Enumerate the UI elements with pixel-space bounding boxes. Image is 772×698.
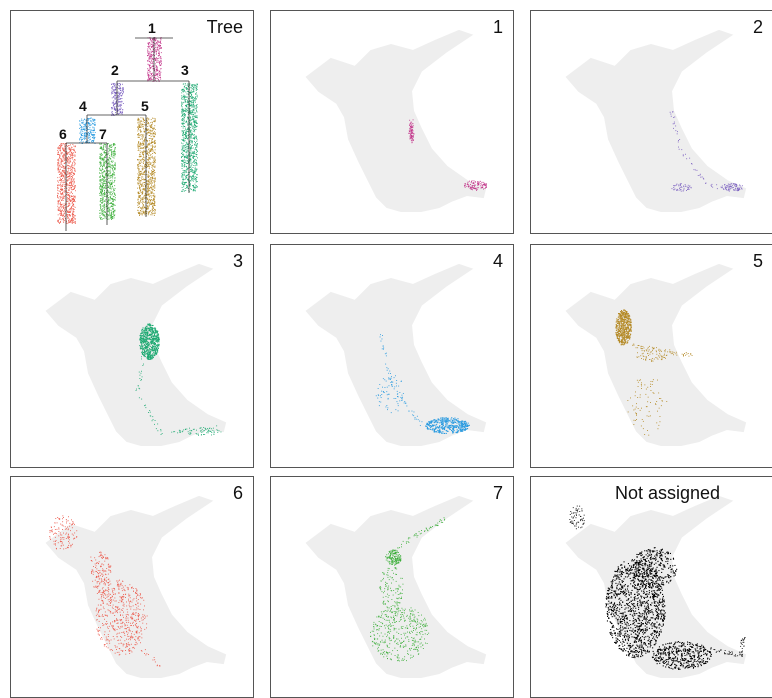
tree-node-label-5: 5 xyxy=(141,98,149,114)
tree-node-label-1: 1 xyxy=(148,20,156,36)
cluster-4-panel: 4 xyxy=(270,244,514,468)
cluster-1-panel: 1 xyxy=(270,10,514,234)
embedding-plot-3 xyxy=(45,263,227,446)
embedding-plot-6 xyxy=(45,495,227,678)
tree-band-5 xyxy=(137,117,156,216)
cluster-c7-points xyxy=(370,549,430,662)
cluster-3-panel: 3 xyxy=(10,244,254,468)
cluster-7-panel: 7 xyxy=(270,476,514,698)
embedding-background xyxy=(565,29,747,212)
tree-node-label-7: 7 xyxy=(99,126,107,142)
embedding-background xyxy=(45,495,227,678)
cluster-c3-points xyxy=(139,323,222,436)
cluster-na-points xyxy=(569,505,712,670)
embedding-plot-7 xyxy=(305,495,487,678)
panel-label-tree: Tree xyxy=(206,17,243,37)
panel-label-not-assigned: Not assigned xyxy=(615,483,721,503)
not-assigned-panel: Not assigned xyxy=(530,476,772,698)
cluster-5-panel: 5 xyxy=(530,244,772,468)
tree-band-6 xyxy=(57,143,76,224)
embedding-background xyxy=(305,495,487,678)
tree-node-label-6: 6 xyxy=(59,126,67,142)
panel-label-2: 2 xyxy=(752,17,763,37)
tree-band-4 xyxy=(79,117,96,144)
tree-node-label-3: 3 xyxy=(181,62,189,78)
tree-panel: 1 2 3 4 5 6 7 Tree xyxy=(10,10,254,234)
cluster-c7-trail xyxy=(389,517,446,559)
embedding-plot-5 xyxy=(565,263,747,446)
tree-band-1 xyxy=(147,37,162,82)
tree-diagram: 1 2 3 4 5 6 7 xyxy=(57,20,198,231)
embedding-background xyxy=(45,263,227,446)
embedding-plot-1 xyxy=(305,29,487,212)
cluster-2-panel: 2 xyxy=(530,10,772,234)
panel-label-4: 4 xyxy=(492,251,503,271)
cluster-na-trail xyxy=(710,637,746,657)
embedding-background xyxy=(565,263,747,446)
cluster-6-panel: 6 xyxy=(10,476,254,698)
cluster-c2-trail xyxy=(669,111,740,191)
embedding-background xyxy=(305,263,487,446)
embedding-plot-not-assigned xyxy=(565,495,747,678)
tree-band-7 xyxy=(99,143,116,220)
tree-band-2 xyxy=(111,83,124,116)
cluster-c6-trail xyxy=(65,519,161,667)
cluster-c6-points xyxy=(49,515,148,656)
embedding-plot-4 xyxy=(305,263,487,446)
tree-band-3 xyxy=(181,83,198,192)
panel-label-5: 5 xyxy=(752,251,763,271)
tree-node-label-4: 4 xyxy=(79,98,87,114)
panel-label-1: 1 xyxy=(492,17,503,37)
cluster-c4-points xyxy=(375,375,470,434)
cluster-c4-trail xyxy=(379,334,423,426)
embedding-background xyxy=(305,29,487,212)
tree-node-label-2: 2 xyxy=(111,62,119,78)
panel-label-3: 3 xyxy=(232,251,243,271)
cluster-c2-points xyxy=(671,183,743,192)
embedding-plot-2 xyxy=(565,29,747,212)
panel-label-6: 6 xyxy=(232,483,243,503)
cluster-c5-points xyxy=(615,309,668,436)
cluster-c1-trail xyxy=(409,119,414,144)
panel-label-7: 7 xyxy=(492,483,503,503)
cluster-c3-trail xyxy=(135,354,218,435)
cluster-c5-trail xyxy=(632,343,693,357)
